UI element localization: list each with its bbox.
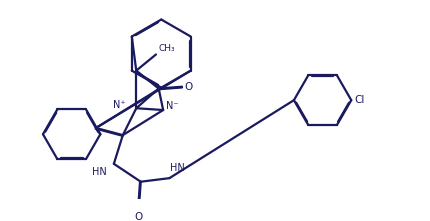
Text: HN: HN bbox=[170, 163, 184, 173]
Text: O: O bbox=[184, 82, 193, 92]
Text: N⁻: N⁻ bbox=[166, 101, 178, 111]
Text: N⁺: N⁺ bbox=[113, 100, 125, 110]
Text: O: O bbox=[135, 212, 143, 221]
Text: Cl: Cl bbox=[354, 95, 364, 105]
Text: HN: HN bbox=[92, 167, 107, 177]
Text: CH₃: CH₃ bbox=[158, 44, 175, 53]
